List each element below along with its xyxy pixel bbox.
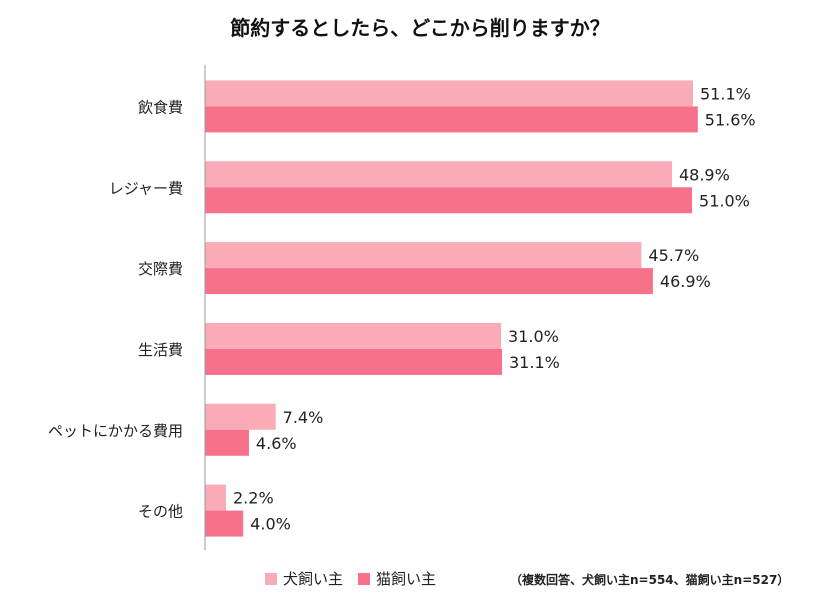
category-label: 生活費 [138,341,183,359]
bar-dog [205,242,642,269]
data-label: 51.0% [699,191,750,210]
chart-title: 節約するとしたら、どこから削りますか？ [230,16,610,40]
bar-cat [205,187,693,214]
legend-label-dog: 犬飼い主 [283,570,344,588]
category-label: ペットにかかる費用 [48,422,183,440]
legend-swatch-cat [358,572,370,585]
legend-item-cat: 猫飼い主 [358,568,436,589]
bar-dog [205,80,694,107]
data-label: 45.7% [648,246,699,265]
data-label: 7.4% [283,408,324,427]
sample-note: （複数回答、犬飼い主n=554、猫飼い主n=527） [510,573,790,587]
bar-cat [205,510,244,537]
legend-item-dog: 犬飼い主 [265,568,343,589]
category-label: 飲食費 [138,98,183,116]
data-label: 4.6% [256,434,297,453]
bar-cat [205,268,653,295]
bar-cat [205,106,698,133]
bar-dog [205,161,672,188]
data-label: 51.1% [700,84,751,103]
category-label: その他 [138,503,183,521]
category-label: 交際費 [138,260,183,278]
bar-dog [205,403,276,430]
data-label: 4.0% [250,515,291,534]
bar-cat [205,429,249,456]
legend-label-cat: 猫飼い主 [376,570,437,588]
legend-swatch-dog [265,572,277,585]
data-label: 2.2% [233,489,274,508]
data-label: 31.0% [508,327,559,346]
data-label: 51.6% [705,110,756,129]
data-label: 48.9% [679,165,730,184]
category-label: レジャー費 [109,179,183,197]
bar-dog [205,322,502,349]
bar-dog [205,484,227,511]
data-label: 46.9% [660,272,711,291]
bar-cat [205,348,503,375]
data-label: 31.1% [509,353,560,372]
